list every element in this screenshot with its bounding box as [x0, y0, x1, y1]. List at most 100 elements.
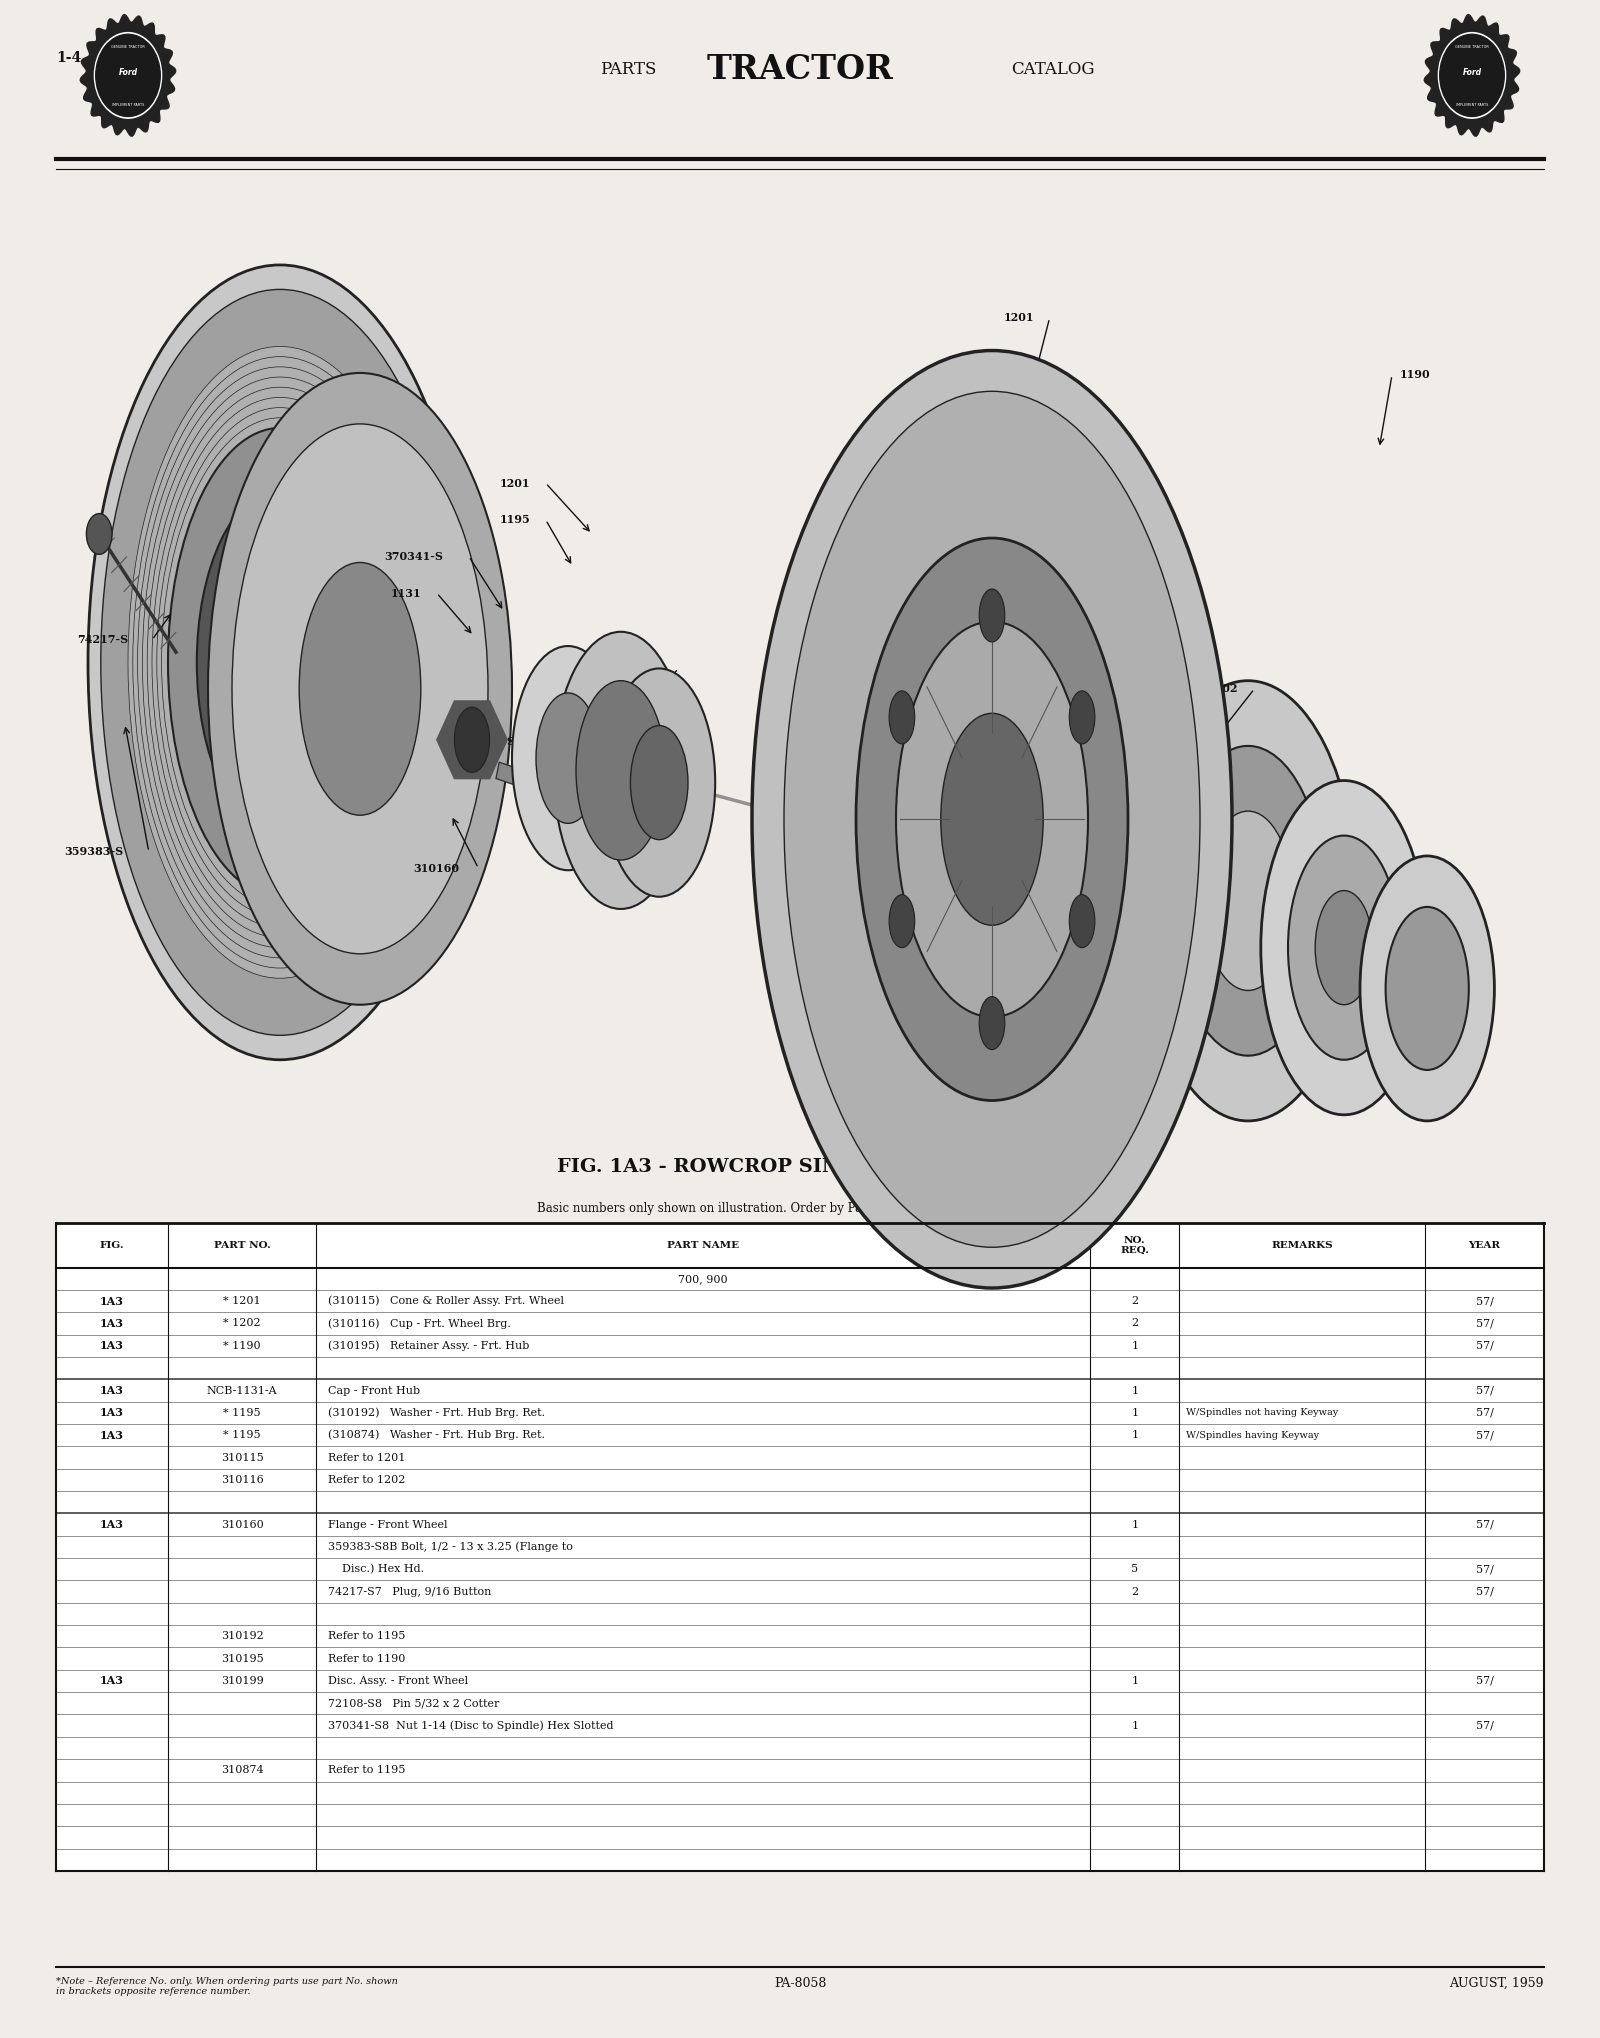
Text: 1A3: 1A3: [99, 1296, 123, 1306]
Ellipse shape: [325, 579, 344, 620]
Text: GENUINE TRACTOR: GENUINE TRACTOR: [110, 45, 146, 49]
Text: 310874: 310874: [221, 1765, 264, 1775]
Text: Refer to 1201: Refer to 1201: [328, 1453, 405, 1463]
Text: 57/: 57/: [1475, 1408, 1493, 1418]
Ellipse shape: [258, 618, 302, 707]
Text: 57/: 57/: [1475, 1341, 1493, 1351]
Text: 1A3: 1A3: [99, 1675, 123, 1687]
Text: 310116: 310116: [221, 1476, 264, 1486]
Ellipse shape: [142, 377, 418, 948]
Text: 74217-S7   Plug, 9/16 Button: 74217-S7 Plug, 9/16 Button: [328, 1588, 491, 1596]
Text: Refer to 1195: Refer to 1195: [328, 1630, 405, 1641]
Text: 1202: 1202: [1208, 683, 1238, 695]
Text: 57/: 57/: [1475, 1565, 1493, 1573]
Text: 370341-S: 370341-S: [384, 550, 443, 562]
Text: FIG. 1A3 - ROWCROP SINGLE WHEEL 1957/: FIG. 1A3 - ROWCROP SINGLE WHEEL 1957/: [557, 1158, 1043, 1176]
Text: 310115: 310115: [221, 1453, 264, 1463]
Text: (310115)   Cone & Roller Assy. Frt. Wheel: (310115) Cone & Roller Assy. Frt. Wheel: [328, 1296, 563, 1306]
Text: (310116)   Cup - Frt. Wheel Brg.: (310116) Cup - Frt. Wheel Brg.: [328, 1319, 510, 1329]
Ellipse shape: [1069, 691, 1094, 744]
Text: 57/: 57/: [1475, 1431, 1493, 1441]
Ellipse shape: [941, 713, 1043, 925]
Text: AUGUST, 1959: AUGUST, 1959: [1450, 1977, 1544, 1989]
Text: 1: 1: [1131, 1341, 1138, 1351]
Text: 310160: 310160: [221, 1520, 264, 1531]
Text: 310160: 310160: [413, 862, 459, 874]
Ellipse shape: [208, 373, 512, 1005]
Text: * 1202: * 1202: [222, 1319, 261, 1329]
Text: TRACTOR: TRACTOR: [707, 53, 893, 86]
Text: *Note – Reference No. only. When ordering parts use part No. shown
in brackets o: *Note – Reference No. only. When orderin…: [56, 1977, 398, 1997]
Polygon shape: [1424, 14, 1520, 137]
Text: FIG.: FIG.: [99, 1241, 125, 1249]
Text: W/Spindles having Keyway: W/Spindles having Keyway: [1186, 1431, 1318, 1439]
Text: IMPLEMENT PARTS: IMPLEMENT PARTS: [112, 104, 144, 108]
Ellipse shape: [979, 589, 1005, 642]
Ellipse shape: [325, 705, 344, 746]
Ellipse shape: [979, 997, 1005, 1050]
Text: Disc. Assy. - Front Wheel: Disc. Assy. - Front Wheel: [328, 1675, 467, 1685]
Text: 31099: 31099: [829, 744, 867, 756]
Ellipse shape: [138, 367, 422, 958]
Text: (310195)   Retainer Assy. - Frt. Hub: (310195) Retainer Assy. - Frt. Hub: [328, 1341, 530, 1351]
Text: 1-4: 1-4: [56, 51, 82, 65]
Ellipse shape: [890, 895, 915, 948]
Text: Refer to 1202: Refer to 1202: [328, 1476, 405, 1486]
Ellipse shape: [270, 516, 290, 556]
Text: 1A3: 1A3: [99, 1518, 123, 1531]
Text: Ford: Ford: [1462, 67, 1482, 77]
Text: REMARKS: REMARKS: [1272, 1241, 1333, 1249]
Polygon shape: [80, 14, 176, 137]
Text: Disc.) Hex Hd.: Disc.) Hex Hd.: [328, 1563, 424, 1575]
Text: 1: 1: [1131, 1408, 1138, 1418]
Text: 1131: 1131: [390, 587, 421, 599]
Text: YEAR: YEAR: [1469, 1241, 1501, 1249]
Ellipse shape: [1386, 907, 1469, 1070]
Ellipse shape: [133, 357, 427, 968]
Text: PART NO.: PART NO.: [214, 1241, 270, 1249]
Ellipse shape: [86, 514, 112, 554]
Text: 57/: 57/: [1475, 1319, 1493, 1329]
Text: 310195: 310195: [221, 1653, 264, 1663]
Ellipse shape: [512, 646, 624, 870]
Circle shape: [1438, 33, 1506, 118]
Text: NCB-1131-A: NCB-1131-A: [206, 1386, 277, 1396]
Ellipse shape: [1139, 681, 1357, 1121]
Text: Ford: Ford: [118, 67, 138, 77]
Text: CATALOG: CATALOG: [1011, 61, 1094, 77]
Ellipse shape: [784, 391, 1200, 1247]
Text: (310874)   Washer - Frt. Hub Brg. Ret.: (310874) Washer - Frt. Hub Brg. Ret.: [328, 1431, 544, 1441]
Polygon shape: [496, 762, 547, 795]
Ellipse shape: [1315, 891, 1373, 1005]
Text: 2: 2: [1131, 1296, 1138, 1306]
Text: Refer to 1190: Refer to 1190: [328, 1653, 405, 1663]
Text: 1A3: 1A3: [99, 1341, 123, 1351]
Text: 72108-S8   Pin 5/32 x 2 Cotter: 72108-S8 Pin 5/32 x 2 Cotter: [328, 1698, 499, 1708]
Text: * 1201: * 1201: [222, 1296, 261, 1306]
Text: 310199: 310199: [221, 1675, 264, 1685]
Text: 700, 900: 700, 900: [678, 1274, 728, 1284]
Text: * 1190: * 1190: [222, 1341, 261, 1351]
Text: 1201: 1201: [499, 477, 530, 489]
Text: 57/: 57/: [1475, 1720, 1493, 1730]
Text: 1195: 1195: [499, 514, 530, 526]
Text: PART NAME: PART NAME: [667, 1241, 739, 1249]
Ellipse shape: [603, 668, 715, 897]
Text: 1: 1: [1131, 1386, 1138, 1396]
Text: 1A3: 1A3: [99, 1431, 123, 1441]
Ellipse shape: [147, 387, 413, 937]
Ellipse shape: [101, 289, 459, 1035]
Ellipse shape: [299, 562, 421, 815]
Text: 57/: 57/: [1475, 1386, 1493, 1396]
Text: * 1195: * 1195: [222, 1408, 261, 1418]
Text: 1A3: 1A3: [99, 1408, 123, 1418]
Ellipse shape: [162, 418, 398, 907]
Ellipse shape: [896, 622, 1088, 1017]
Ellipse shape: [856, 538, 1128, 1101]
Ellipse shape: [168, 428, 392, 897]
Text: 1: 1: [1131, 1720, 1138, 1730]
Text: Cap - Front Hub: Cap - Front Hub: [328, 1386, 419, 1396]
Text: 57/: 57/: [1475, 1675, 1493, 1685]
Ellipse shape: [536, 693, 600, 823]
Ellipse shape: [235, 571, 325, 754]
